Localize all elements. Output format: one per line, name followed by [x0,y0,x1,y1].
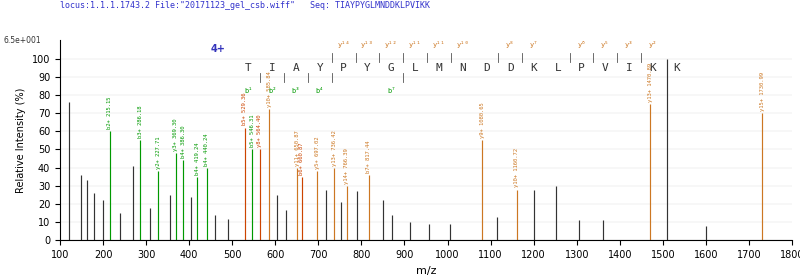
Text: I: I [626,63,633,73]
Text: b5+ 529.36: b5+ 529.36 [242,93,247,125]
Text: y10+ 585.84: y10+ 585.84 [266,71,272,107]
Text: b²: b² [268,88,277,94]
Text: 6.5e+001: 6.5e+001 [4,36,42,45]
Text: y¹²: y¹² [385,41,398,48]
Text: y¹³: y¹³ [361,41,374,48]
Text: b3+ 286.18: b3+ 286.18 [138,106,142,138]
Text: y³: y³ [625,41,634,48]
Text: N: N [459,63,466,73]
Text: b³: b³ [292,88,300,94]
Text: b¹: b¹ [244,88,253,94]
Text: y10+ 1160.72: y10+ 1160.72 [514,148,519,187]
Text: y²: y² [649,41,658,48]
Text: K: K [650,63,656,73]
Text: V: V [602,63,609,73]
Text: b5+ 546.31: b5+ 546.31 [250,115,254,147]
Text: y13+ 736.42: y13+ 736.42 [331,130,337,165]
Text: y2+ 227.71: y2+ 227.71 [155,137,161,169]
Text: b4+ 440.24: b4+ 440.24 [204,133,209,165]
Text: A: A [293,63,299,73]
Text: D: D [483,63,490,73]
Text: Y: Y [364,63,370,73]
Text: locus:1.1.1.1743.2 File:"20171123_gel_csb.wiff"   Seq: TIAYPYGLMNDDKLPVIKK: locus:1.1.1.1743.2 File:"20171123_gel_cs… [60,1,430,10]
Text: y⁸: y⁸ [506,41,514,48]
Text: K: K [674,63,680,73]
Text: y⁷: y⁷ [530,41,538,48]
Text: D: D [507,63,514,73]
Text: y⁵: y⁵ [601,41,610,48]
Text: G: G [388,63,394,73]
Text: b6+ 660.87: b6+ 660.87 [299,142,304,175]
Text: M: M [435,63,442,73]
Text: Y: Y [317,63,323,73]
Text: y¹⁴: y¹⁴ [338,41,350,48]
Y-axis label: Relative Intensity (%): Relative Intensity (%) [16,88,26,193]
Text: P: P [340,63,347,73]
Text: y¹⁰: y¹⁰ [456,41,469,48]
Text: b4+ 419.24: b4+ 419.24 [195,142,200,175]
Text: y11+ 650.87: y11+ 650.87 [294,130,300,165]
Text: T: T [245,63,252,73]
Text: L: L [412,63,418,73]
Text: y15+ 1730.99: y15+ 1730.99 [760,72,765,111]
Text: L: L [554,63,561,73]
Text: 4+: 4+ [211,44,226,54]
Text: y13+ 1470.89: y13+ 1470.89 [648,63,653,102]
Text: y14+ 766.39: y14+ 766.39 [345,148,350,184]
Text: y9+ 1080.65: y9+ 1080.65 [480,103,485,138]
Text: y¹¹: y¹¹ [433,41,445,48]
Text: y¹¹: y¹¹ [409,41,422,48]
Text: b4+ 386.30: b4+ 386.30 [181,126,186,158]
Text: b⁴: b⁴ [315,88,324,94]
X-axis label: m/z: m/z [416,266,436,276]
Text: K: K [530,63,538,73]
Text: b2+ 215.15: b2+ 215.15 [107,97,112,129]
Text: I: I [269,63,276,73]
Text: y8+ 564.40: y8+ 564.40 [258,115,262,147]
Text: y5+ 697.02: y5+ 697.02 [314,137,319,169]
Text: P: P [578,63,585,73]
Text: b⁷: b⁷ [387,88,395,94]
Text: y3+ 369.30: y3+ 369.30 [174,118,178,151]
Text: b7+ 817.44: b7+ 817.44 [366,140,371,173]
Text: y⁶: y⁶ [578,41,586,48]
